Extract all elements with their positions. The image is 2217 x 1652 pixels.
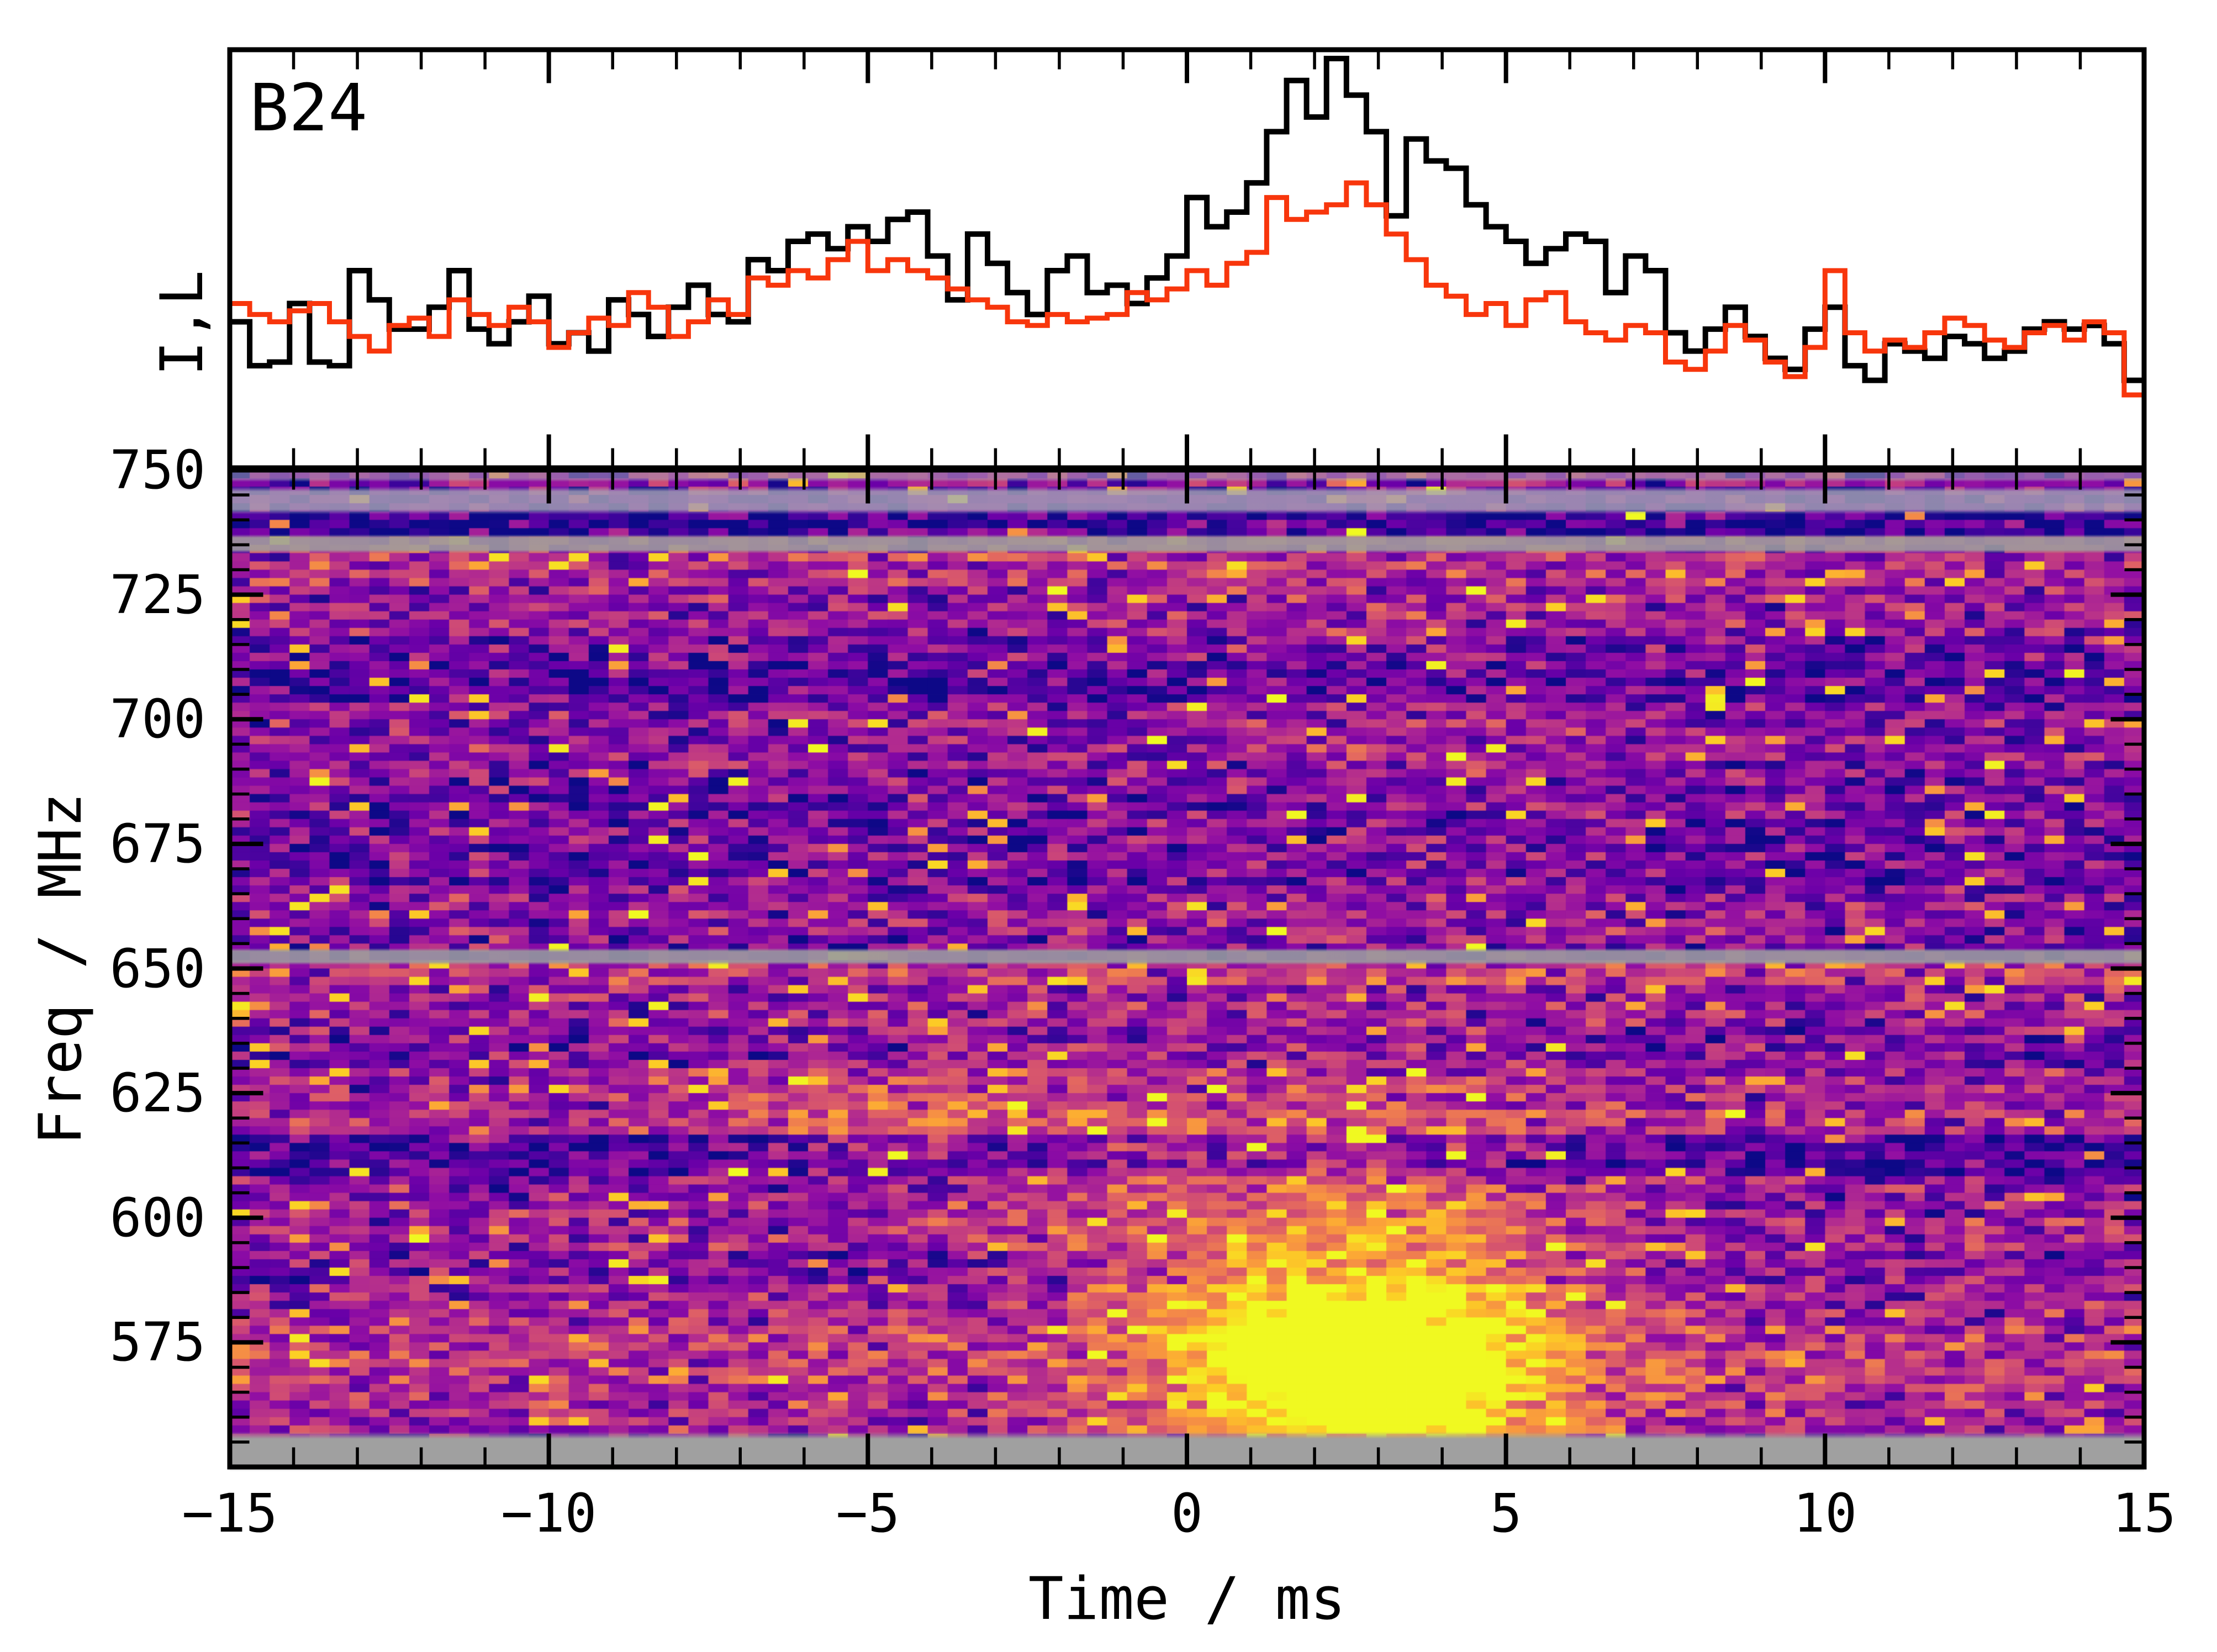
spectrogram-panel-frame: [227, 467, 2147, 1470]
profile-line-L: [230, 180, 2144, 398]
x-tick-label: 5: [1490, 1482, 1522, 1544]
y-tick-label: 750: [109, 439, 205, 501]
y-tick-label: 725: [109, 563, 205, 626]
time-axis-label: Time / ms: [1028, 1565, 1346, 1633]
x-tick-label: −10: [500, 1482, 597, 1544]
y-tick-label: 600: [109, 1186, 205, 1249]
burst-label: B24: [250, 70, 368, 146]
y-tick-label: 625: [109, 1062, 205, 1125]
x-tick-label: 10: [1793, 1482, 1857, 1544]
x-tick-label: −5: [836, 1482, 900, 1544]
y-tick-label: 675: [109, 812, 205, 875]
profile-y-axis-label: I,L: [148, 270, 216, 376]
y-tick-label: 575: [109, 1311, 205, 1374]
y-tick-label: 700: [109, 688, 205, 751]
axis-ticks: [228, 52, 2146, 1469]
x-tick-label: −15: [182, 1482, 278, 1544]
x-tick-label: 15: [2112, 1482, 2176, 1544]
x-tick-label: 0: [1171, 1482, 1203, 1544]
y-tick-label: 650: [109, 937, 205, 1000]
